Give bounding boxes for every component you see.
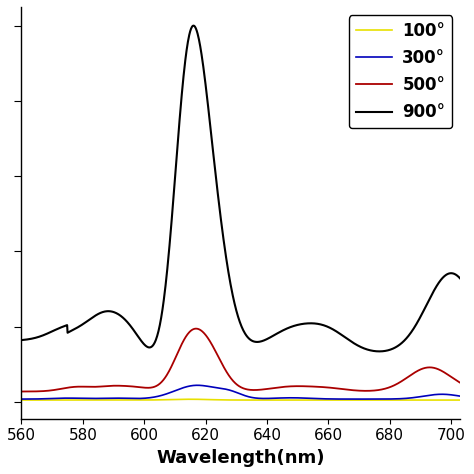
500° [64, 385, 69, 391]
300° [197, 383, 202, 388]
300° [362, 396, 367, 402]
300° [370, 396, 375, 402]
100° [212, 397, 218, 402]
Legend: 100°, 300°, 500°, 900°: 100°, 300°, 500°, 900° [349, 15, 452, 128]
300° [457, 393, 463, 399]
900° [369, 348, 375, 354]
Line: 900°: 900° [21, 26, 460, 351]
900° [191, 23, 197, 28]
900° [212, 168, 218, 173]
300° [64, 395, 69, 401]
300° [361, 396, 366, 402]
Line: 300°: 300° [21, 385, 460, 399]
300° [195, 383, 201, 388]
300° [18, 396, 24, 402]
100° [64, 397, 69, 403]
X-axis label: Wavelength(nm): Wavelength(nm) [156, 449, 325, 467]
Line: 100°: 100° [21, 399, 460, 400]
300° [212, 384, 218, 390]
100° [187, 396, 193, 402]
900° [18, 337, 24, 343]
500° [369, 388, 375, 393]
300° [320, 396, 326, 401]
900° [64, 323, 69, 328]
500° [457, 380, 463, 386]
500° [193, 326, 199, 331]
900° [361, 346, 367, 351]
900° [377, 348, 383, 354]
100° [457, 397, 463, 403]
100° [361, 397, 367, 403]
900° [457, 276, 463, 282]
500° [212, 348, 218, 354]
500° [320, 384, 326, 390]
100° [369, 397, 375, 403]
100° [18, 397, 24, 403]
500° [18, 389, 24, 394]
900° [197, 39, 202, 45]
500° [361, 388, 367, 394]
Line: 500°: 500° [21, 328, 460, 392]
100° [320, 397, 326, 403]
100° [197, 397, 202, 402]
900° [320, 322, 326, 328]
500° [197, 327, 202, 332]
